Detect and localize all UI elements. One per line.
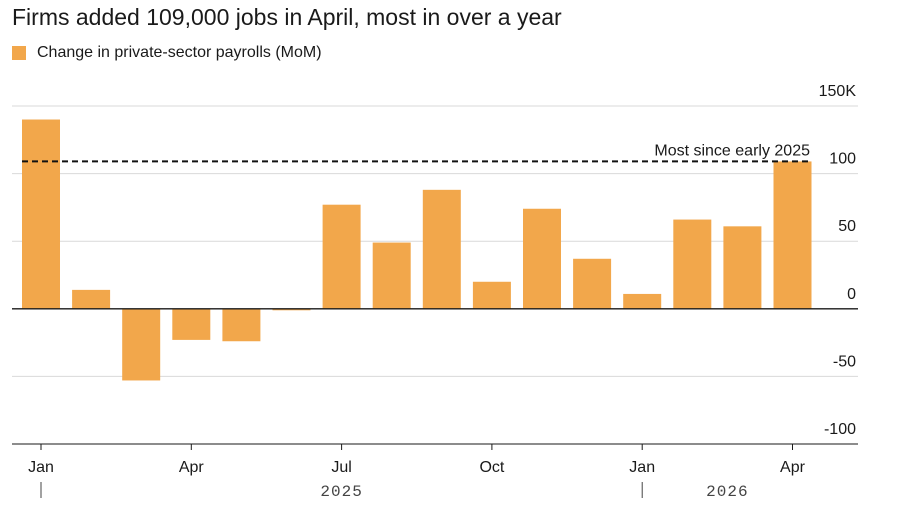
bar [472,281,511,309]
legend-swatch [12,46,26,60]
y-tick-label: -100 [824,421,856,438]
bar [172,308,211,340]
bar [372,242,411,309]
bar [222,308,261,342]
bar [322,204,361,309]
x-tick-label: Jul [331,459,351,476]
y-tick-label: 50 [838,218,856,235]
x-tick-label: Jan [28,459,54,476]
bar [272,308,311,311]
chart-title: Firms added 109,000 jobs in April, most … [12,4,562,30]
y-tick-label: -50 [833,353,856,370]
x-tick-label: Oct [479,459,504,476]
bar [673,219,712,309]
y-tick-label: 150K [819,83,857,100]
bar [573,258,612,309]
legend-label: Change in private-sector payrolls (MoM) [37,44,322,61]
bar [623,293,662,309]
x-tick-label: Apr [780,459,806,476]
bar [773,161,812,309]
x-tick-label: Apr [179,459,205,476]
bar [72,289,111,309]
year-label: 2025 [320,483,362,501]
legend: Change in private-sector payrolls (MoM) [12,44,322,62]
bar [22,119,60,309]
reference-line-label: Most since early 2025 [654,142,810,159]
y-tick-label: 0 [847,286,856,303]
y-tick-label: 100 [829,151,856,168]
year-label: 2026 [706,483,748,501]
bar [422,189,461,309]
bar [523,208,561,309]
bar [122,308,161,381]
x-tick-label: Jan [629,459,655,476]
bar [723,226,762,309]
